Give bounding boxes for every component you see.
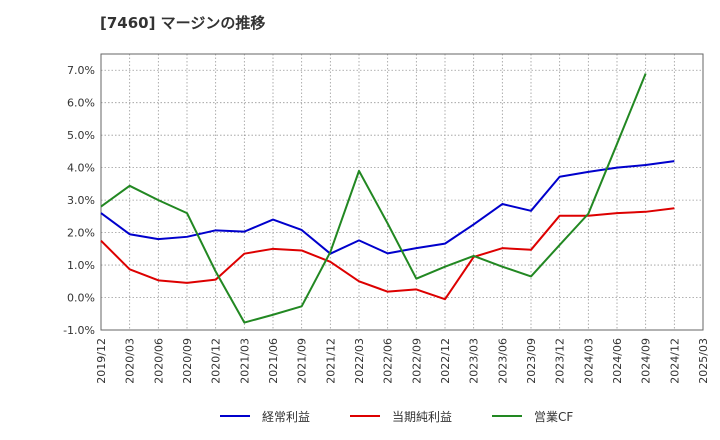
plot-area bbox=[101, 54, 703, 330]
x-tick-label: 2022/09 bbox=[410, 338, 423, 384]
y-tick-label: 0.0% bbox=[67, 292, 95, 305]
x-tick-label: 2021/06 bbox=[267, 338, 280, 384]
y-tick-label: 5.0% bbox=[67, 129, 95, 142]
y-tick-label: -1.0% bbox=[63, 324, 95, 337]
x-tick-label: 2024/12 bbox=[668, 338, 681, 384]
y-tick-label: 7.0% bbox=[67, 64, 95, 77]
x-tick-label: 2024/09 bbox=[640, 338, 653, 384]
y-tick-label: 2.0% bbox=[67, 227, 95, 240]
x-tick-label: 2019/12 bbox=[95, 338, 108, 384]
y-tick-label: 3.0% bbox=[67, 194, 95, 207]
x-tick-label: 2023/12 bbox=[554, 338, 567, 384]
chart-title: [7460] マージンの推移 bbox=[100, 14, 266, 32]
y-tick-label: 4.0% bbox=[67, 162, 95, 175]
x-tick-label: 2021/12 bbox=[324, 338, 337, 384]
x-tick-label: 2023/03 bbox=[468, 338, 481, 384]
x-tick-label: 2024/06 bbox=[611, 338, 624, 384]
x-tick-label: 2020/03 bbox=[124, 338, 137, 384]
x-tick-label: 2022/03 bbox=[353, 338, 366, 384]
legend-label-3: 営業CF bbox=[534, 410, 573, 424]
x-tick-label: 2020/12 bbox=[210, 338, 223, 384]
x-tick-label: 2021/03 bbox=[238, 338, 251, 384]
x-tick-label: 2021/09 bbox=[296, 338, 309, 384]
legend-label-1: 経常利益 bbox=[262, 410, 310, 424]
x-tick-label: 2020/09 bbox=[181, 338, 194, 384]
x-tick-label: 2020/06 bbox=[152, 338, 165, 384]
series-line-2 bbox=[100, 207, 675, 301]
legend-label-2: 当期純利益 bbox=[392, 410, 452, 424]
x-tick-label: 2023/09 bbox=[525, 338, 538, 384]
x-tick-label: 2025/03 bbox=[697, 338, 710, 384]
x-tick-label: 2022/12 bbox=[439, 338, 452, 384]
x-tick-label: 2024/03 bbox=[582, 338, 595, 384]
x-tick-label: 2022/06 bbox=[382, 338, 395, 384]
y-tick-label: 1.0% bbox=[67, 259, 95, 272]
y-tick-label: 6.0% bbox=[67, 97, 95, 110]
plot-frame bbox=[100, 53, 704, 331]
series-line-3 bbox=[100, 73, 647, 324]
x-tick-label: 2023/06 bbox=[496, 338, 509, 384]
